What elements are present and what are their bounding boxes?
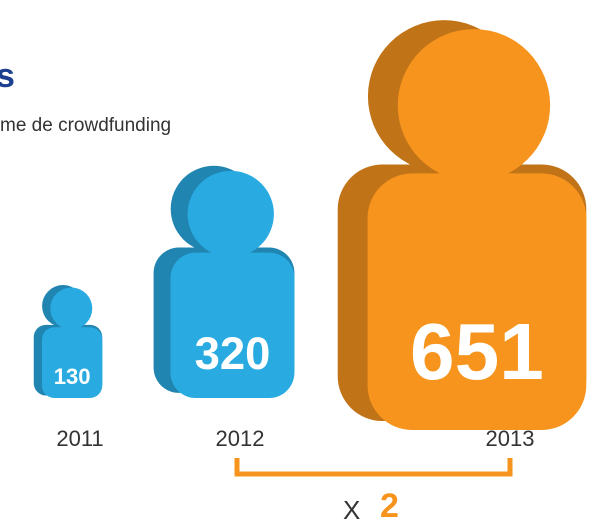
body [367,173,587,430]
category-label: 2013 [486,426,535,451]
head [187,170,274,258]
subtitle: me de crowdfunding [0,115,171,136]
person: 320 [153,165,295,398]
value-label: 651 [410,306,544,396]
bracket [234,458,513,477]
annotation: X [343,495,360,525]
multiplier: 2 [380,487,399,525]
head [397,29,551,182]
category-label: 2011 [56,426,103,451]
body [170,252,295,398]
body [41,327,103,398]
value-label: 130 [54,364,91,389]
person: 651 [337,20,587,430]
person: 130 [33,285,103,398]
title: s [0,57,15,95]
head [50,287,93,330]
value-label: 320 [195,328,271,379]
category-label: 2012 [216,426,265,451]
